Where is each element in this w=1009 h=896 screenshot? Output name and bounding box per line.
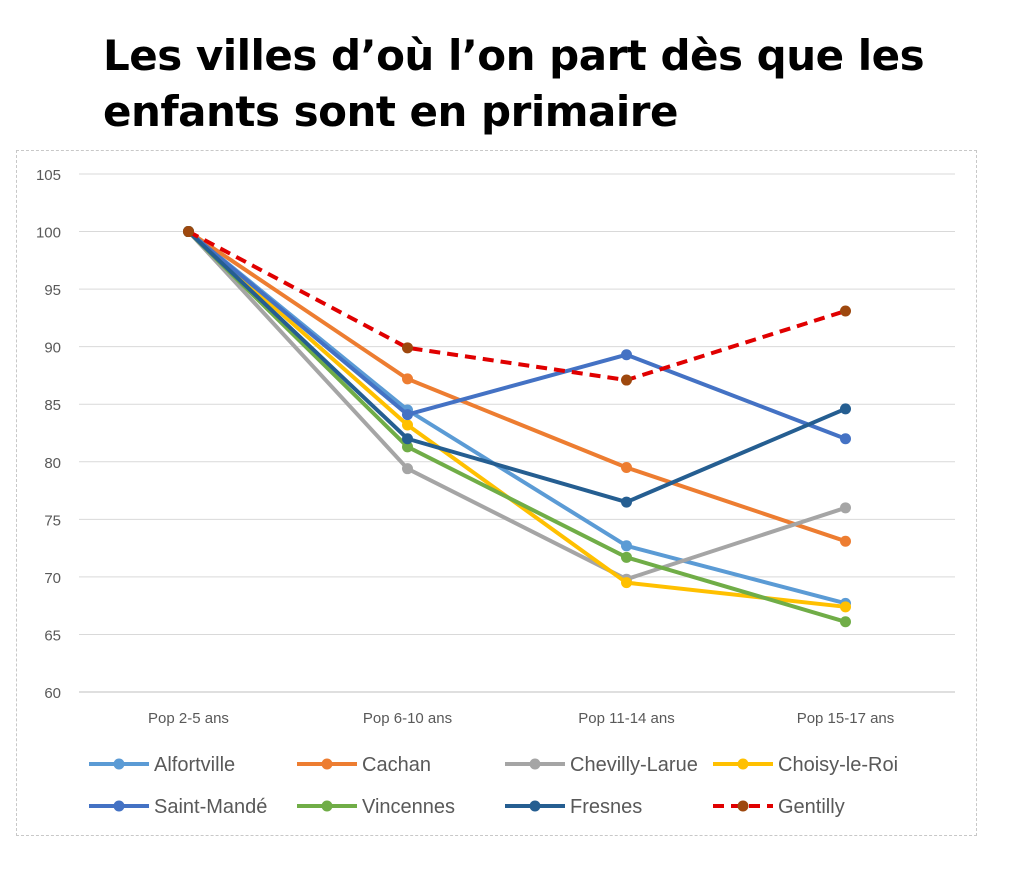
legend-label: Fresnes xyxy=(570,796,642,818)
legend-label: Chevilly-Larue xyxy=(570,754,698,776)
data-point xyxy=(402,441,413,453)
chart-title: Les villes d’où l’on part dès que les en… xyxy=(103,31,925,136)
series-line-choisy-le-roi xyxy=(186,229,848,609)
data-point xyxy=(840,616,851,628)
data-point xyxy=(621,551,632,563)
series-line-vincennes xyxy=(186,229,848,624)
y-tick-label: 90 xyxy=(44,340,61,357)
data-point xyxy=(402,419,413,431)
y-tick-label: 85 xyxy=(44,397,61,414)
data-point xyxy=(840,403,851,415)
data-point xyxy=(402,342,413,354)
legend-marker xyxy=(529,800,541,812)
legend-marker xyxy=(113,758,125,770)
legend-label: Choisy-le-Roi xyxy=(778,754,898,776)
series-line-cachan xyxy=(186,229,848,544)
data-point xyxy=(621,496,632,508)
data-point xyxy=(621,540,632,552)
y-tick-label: 65 xyxy=(44,627,61,644)
x-tick-label: Pop 15-17 ans xyxy=(797,710,895,727)
y-tick-label: 70 xyxy=(44,570,61,587)
data-point xyxy=(840,502,851,514)
chart-frame: 60 65 70 75 80 85 90 95 100 105 Pop 2-5 ans Pop 6-1… xyxy=(16,150,977,836)
series-line-alfortville xyxy=(186,229,848,606)
data-point xyxy=(402,373,413,385)
y-tick-label: 105 xyxy=(36,167,61,184)
data-point xyxy=(621,349,632,361)
series-line-saint-mand- xyxy=(186,229,848,441)
legend-label: Vincennes xyxy=(362,796,455,818)
legend-marker xyxy=(321,800,333,812)
legend-label: Gentilly xyxy=(778,796,845,818)
data-point xyxy=(183,226,194,238)
legend-marker xyxy=(737,758,749,770)
series-line-gentilly xyxy=(187,229,847,383)
data-point xyxy=(402,463,413,475)
y-tick-label: 80 xyxy=(44,455,61,472)
data-point xyxy=(402,409,413,421)
legend-label: Alfortville xyxy=(154,754,235,776)
x-tick-label: Pop 6-10 ans xyxy=(363,710,452,727)
line-chart: 60 65 70 75 80 85 90 95 100 105 Pop 2-5 ans Pop 6-1… xyxy=(36,167,955,818)
legend-marker xyxy=(737,800,749,812)
legend-marker xyxy=(113,800,125,812)
series-line-fresnes xyxy=(186,229,848,505)
data-point xyxy=(840,305,851,317)
data-point xyxy=(621,374,632,386)
y-tick-label: 75 xyxy=(44,512,61,529)
legend-label: Saint-Mandé xyxy=(154,796,267,818)
data-point xyxy=(402,433,413,445)
data-point xyxy=(840,601,851,613)
y-tick-label: 100 xyxy=(36,225,61,242)
data-point xyxy=(840,433,851,445)
series-line-chevilly-larue xyxy=(186,229,848,582)
legend-label: Cachan xyxy=(362,754,431,776)
legend-marker xyxy=(321,758,333,770)
legend-marker xyxy=(529,758,541,770)
x-tick-label: Pop 2-5 ans xyxy=(148,710,229,727)
data-point xyxy=(621,462,632,474)
data-point xyxy=(621,577,632,589)
x-tick-label: Pop 11-14 ans xyxy=(578,710,674,727)
y-tick-label: 95 xyxy=(44,282,61,299)
y-tick-label: 60 xyxy=(44,685,61,702)
data-point xyxy=(840,535,851,547)
